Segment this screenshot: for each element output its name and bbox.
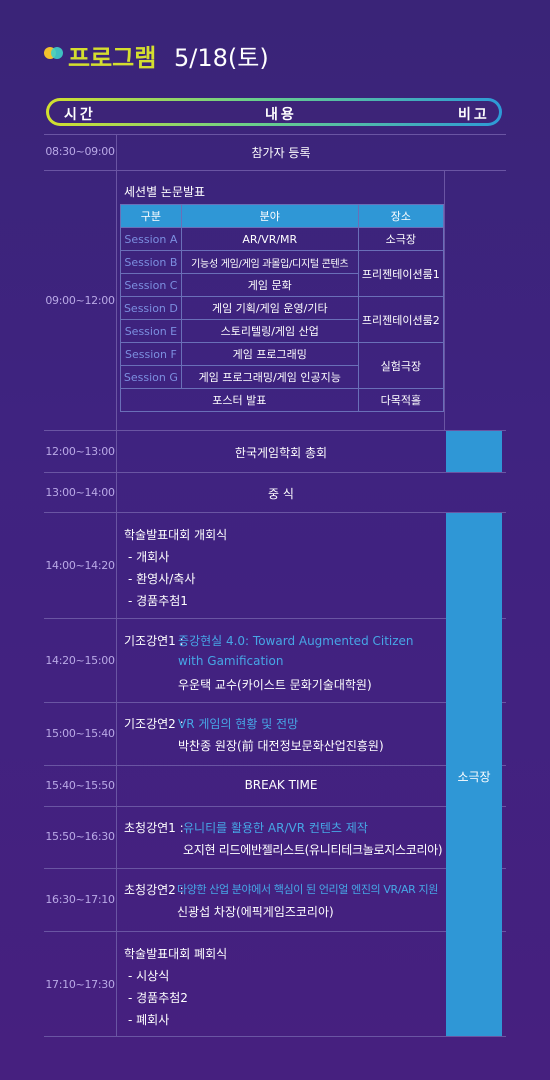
keynote1-speaker: 우운택 교수(카이스트 문화기술대학원) (178, 678, 372, 692)
list-item: - 환영사/축사 (128, 572, 196, 586)
list-item: - 시상식 (128, 969, 170, 983)
keynote1-topic: 증강현실 4.0: Toward Augmented Citizen (178, 634, 414, 648)
poster-label: 포스터 발표 (120, 388, 359, 412)
time-lunch: 13:00~14:00 (45, 486, 115, 499)
invited2-label: 초청강연2 : (124, 883, 184, 897)
session-id: Session E (120, 319, 182, 343)
column-content: 내용 (265, 107, 297, 123)
invited1-speaker: 오지현 리드에반젤리스트(유니티테크놀로지스코리아) (183, 843, 443, 857)
divider (44, 806, 506, 807)
column-header-bar (46, 98, 502, 126)
opening-title: 학술발표대회 개회식 (124, 528, 228, 542)
table-row: Session C 게임 문화 (120, 273, 444, 297)
venue-note: 소극장 (457, 770, 491, 784)
table-row: Session F 게임 프로그래밍 실험극장 (120, 342, 445, 389)
session-place: 실험극장 (357, 342, 445, 389)
time-closing: 17:10~17:30 (45, 978, 115, 991)
divider (44, 512, 506, 513)
session-id: Session B (120, 250, 182, 274)
registration-text: 참가자 등록 (251, 146, 311, 160)
session-field: 게임 프로그래밍 (180, 342, 359, 366)
invited1-topic: 유니티를 활용한 AR/VR 컨텐츠 제작 (183, 821, 368, 835)
invited2-topic: 다양한 산업 분야에서 핵심이 된 언리얼 엔진의 VR/AR 지원 (177, 883, 438, 896)
table-row: Session A AR/VR/MR 소극장 (120, 227, 445, 251)
bullet-dots-icon (44, 47, 64, 59)
time-column-divider (116, 134, 117, 1036)
time-opening: 14:00~14:20 (45, 559, 115, 572)
time-papers: 09:00~12:00 (45, 294, 115, 307)
venue-block (446, 431, 502, 472)
time-general-meeting: 12:00~13:00 (45, 445, 115, 458)
table-row: Session G 게임 프로그래밍/게임 인공지능 (120, 365, 444, 389)
divider (44, 472, 506, 473)
keynote1-topic-line2: with Gamification (178, 654, 284, 668)
keynote1-label: 기조강연1 : (124, 634, 184, 648)
session-place: 프리젠테이션룸1 (357, 250, 445, 297)
session-id: Session F (120, 342, 182, 366)
program-date: 5/18(토) (174, 44, 269, 72)
session-place: 프리젠테이션룸2 (357, 296, 445, 343)
session-field: 스토리텔링/게임 산업 (180, 319, 359, 343)
table-row: Session B 기능성 게임/게임 과몰입/디지털 콘텐츠 프리젠테이션룸1 (120, 250, 445, 297)
column-time: 시간 (64, 107, 96, 123)
table-row: Session D 게임 기획/게임 운영/기타 프리젠테이션룸2 (120, 296, 445, 343)
program-title: 프로그램 (68, 44, 157, 72)
session-id: Session A (120, 227, 182, 251)
invited2-speaker: 신광섭 차장(에픽게임즈코리아) (177, 905, 334, 919)
table-header: 장소 (357, 204, 445, 228)
session-field: 게임 프로그래밍/게임 인공지능 (180, 365, 359, 389)
divider (44, 618, 506, 619)
session-id: Session D (120, 296, 182, 320)
lunch-text: 중 식 (268, 487, 294, 501)
time-invited2: 16:30~17:10 (45, 893, 115, 906)
note-column-divider (444, 170, 445, 430)
list-item: - 폐회사 (128, 1013, 170, 1027)
table-header: 구분 (120, 204, 182, 228)
session-id: Session G (120, 365, 182, 389)
session-field: 기능성 게임/게임 과몰입/디지털 콘텐츠 (180, 250, 359, 274)
divider (44, 430, 506, 431)
session-table: 구분 분야 장소 Session A AR/VR/MR 소극장 Session … (120, 204, 445, 412)
table-header-row: 구분 분야 장소 (120, 204, 445, 228)
table-row: Session E 스토리텔링/게임 산업 (120, 319, 444, 343)
venue-block (446, 513, 502, 1036)
time-break: 15:40~15:50 (45, 779, 115, 792)
list-item: - 개회사 (128, 550, 170, 564)
divider (44, 170, 506, 171)
closing-title: 학술발표대회 폐회식 (124, 947, 228, 961)
divider (44, 765, 506, 766)
invited1-label: 초청강연1 : (124, 821, 184, 835)
divider (44, 1036, 506, 1037)
keynote2-speaker: 박찬종 원장(前 대전정보문화산업진흥원) (178, 739, 384, 753)
divider (44, 702, 506, 703)
table-row: 포스터 발표 다목적홀 (120, 388, 445, 412)
table-header: 분야 (180, 204, 359, 228)
divider (44, 134, 506, 135)
divider (44, 868, 506, 869)
break-text: BREAK TIME (244, 778, 318, 792)
session-field: 게임 문화 (180, 273, 359, 297)
time-keynote1: 14:20~15:00 (45, 654, 115, 667)
time-invited1: 15:50~16:30 (45, 830, 115, 843)
general-meeting-text: 한국게임학회 총회 (234, 446, 328, 460)
session-id: Session C (120, 273, 182, 297)
session-place: 소극장 (357, 227, 445, 251)
column-note: 비고 (458, 107, 490, 123)
list-item: - 경품추첨2 (128, 991, 188, 1005)
divider (44, 931, 506, 932)
session-field: 게임 기획/게임 운영/기타 (180, 296, 359, 320)
session-place: 다목적홀 (357, 388, 445, 412)
keynote2-topic: VR 게임의 현황 및 전망 (178, 717, 299, 731)
time-keynote2: 15:00~15:40 (45, 727, 115, 740)
session-field: AR/VR/MR (180, 227, 359, 251)
time-registration: 08:30~09:00 (45, 145, 115, 158)
list-item: - 경품추첨1 (128, 594, 188, 608)
papers-title: 세션별 논문발표 (124, 185, 206, 199)
keynote2-label: 기조강연2 : (124, 717, 184, 731)
